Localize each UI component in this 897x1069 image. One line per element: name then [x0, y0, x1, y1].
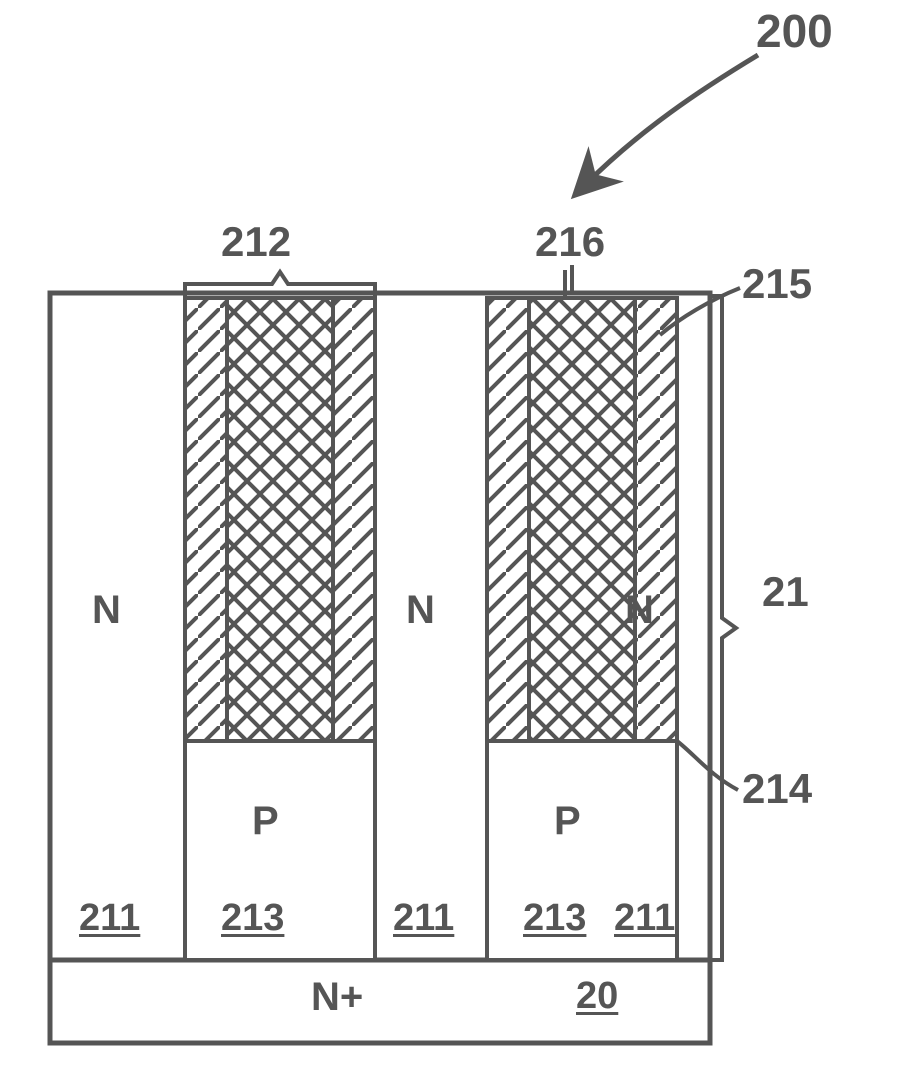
ref-215: 215 — [742, 263, 812, 305]
n-region-label: N — [92, 590, 121, 630]
p-region-label: P — [252, 801, 279, 841]
substrate-label: N+ — [311, 977, 363, 1017]
p-region-label: P — [554, 801, 581, 841]
ref-21: 21 — [762, 571, 809, 613]
ref-214: 214 — [742, 768, 812, 810]
diagram-stage: N N N 211 211 211 P P 213 213 N+ 20 200 212 216 215 214 2… — [0, 0, 897, 1069]
ref-211: 211 — [614, 899, 675, 937]
ref-200: 200 — [756, 8, 833, 54]
ref-211: 211 — [393, 899, 454, 937]
ref-213: 213 — [523, 899, 586, 937]
n-region-label: N — [406, 590, 435, 630]
ref-213: 213 — [221, 899, 284, 937]
ref-212: 212 — [221, 221, 291, 263]
ref-216: 216 — [535, 221, 605, 263]
n-region-label: N — [625, 590, 654, 630]
ref-20: 20 — [576, 977, 618, 1015]
ref-211: 211 — [79, 899, 140, 937]
